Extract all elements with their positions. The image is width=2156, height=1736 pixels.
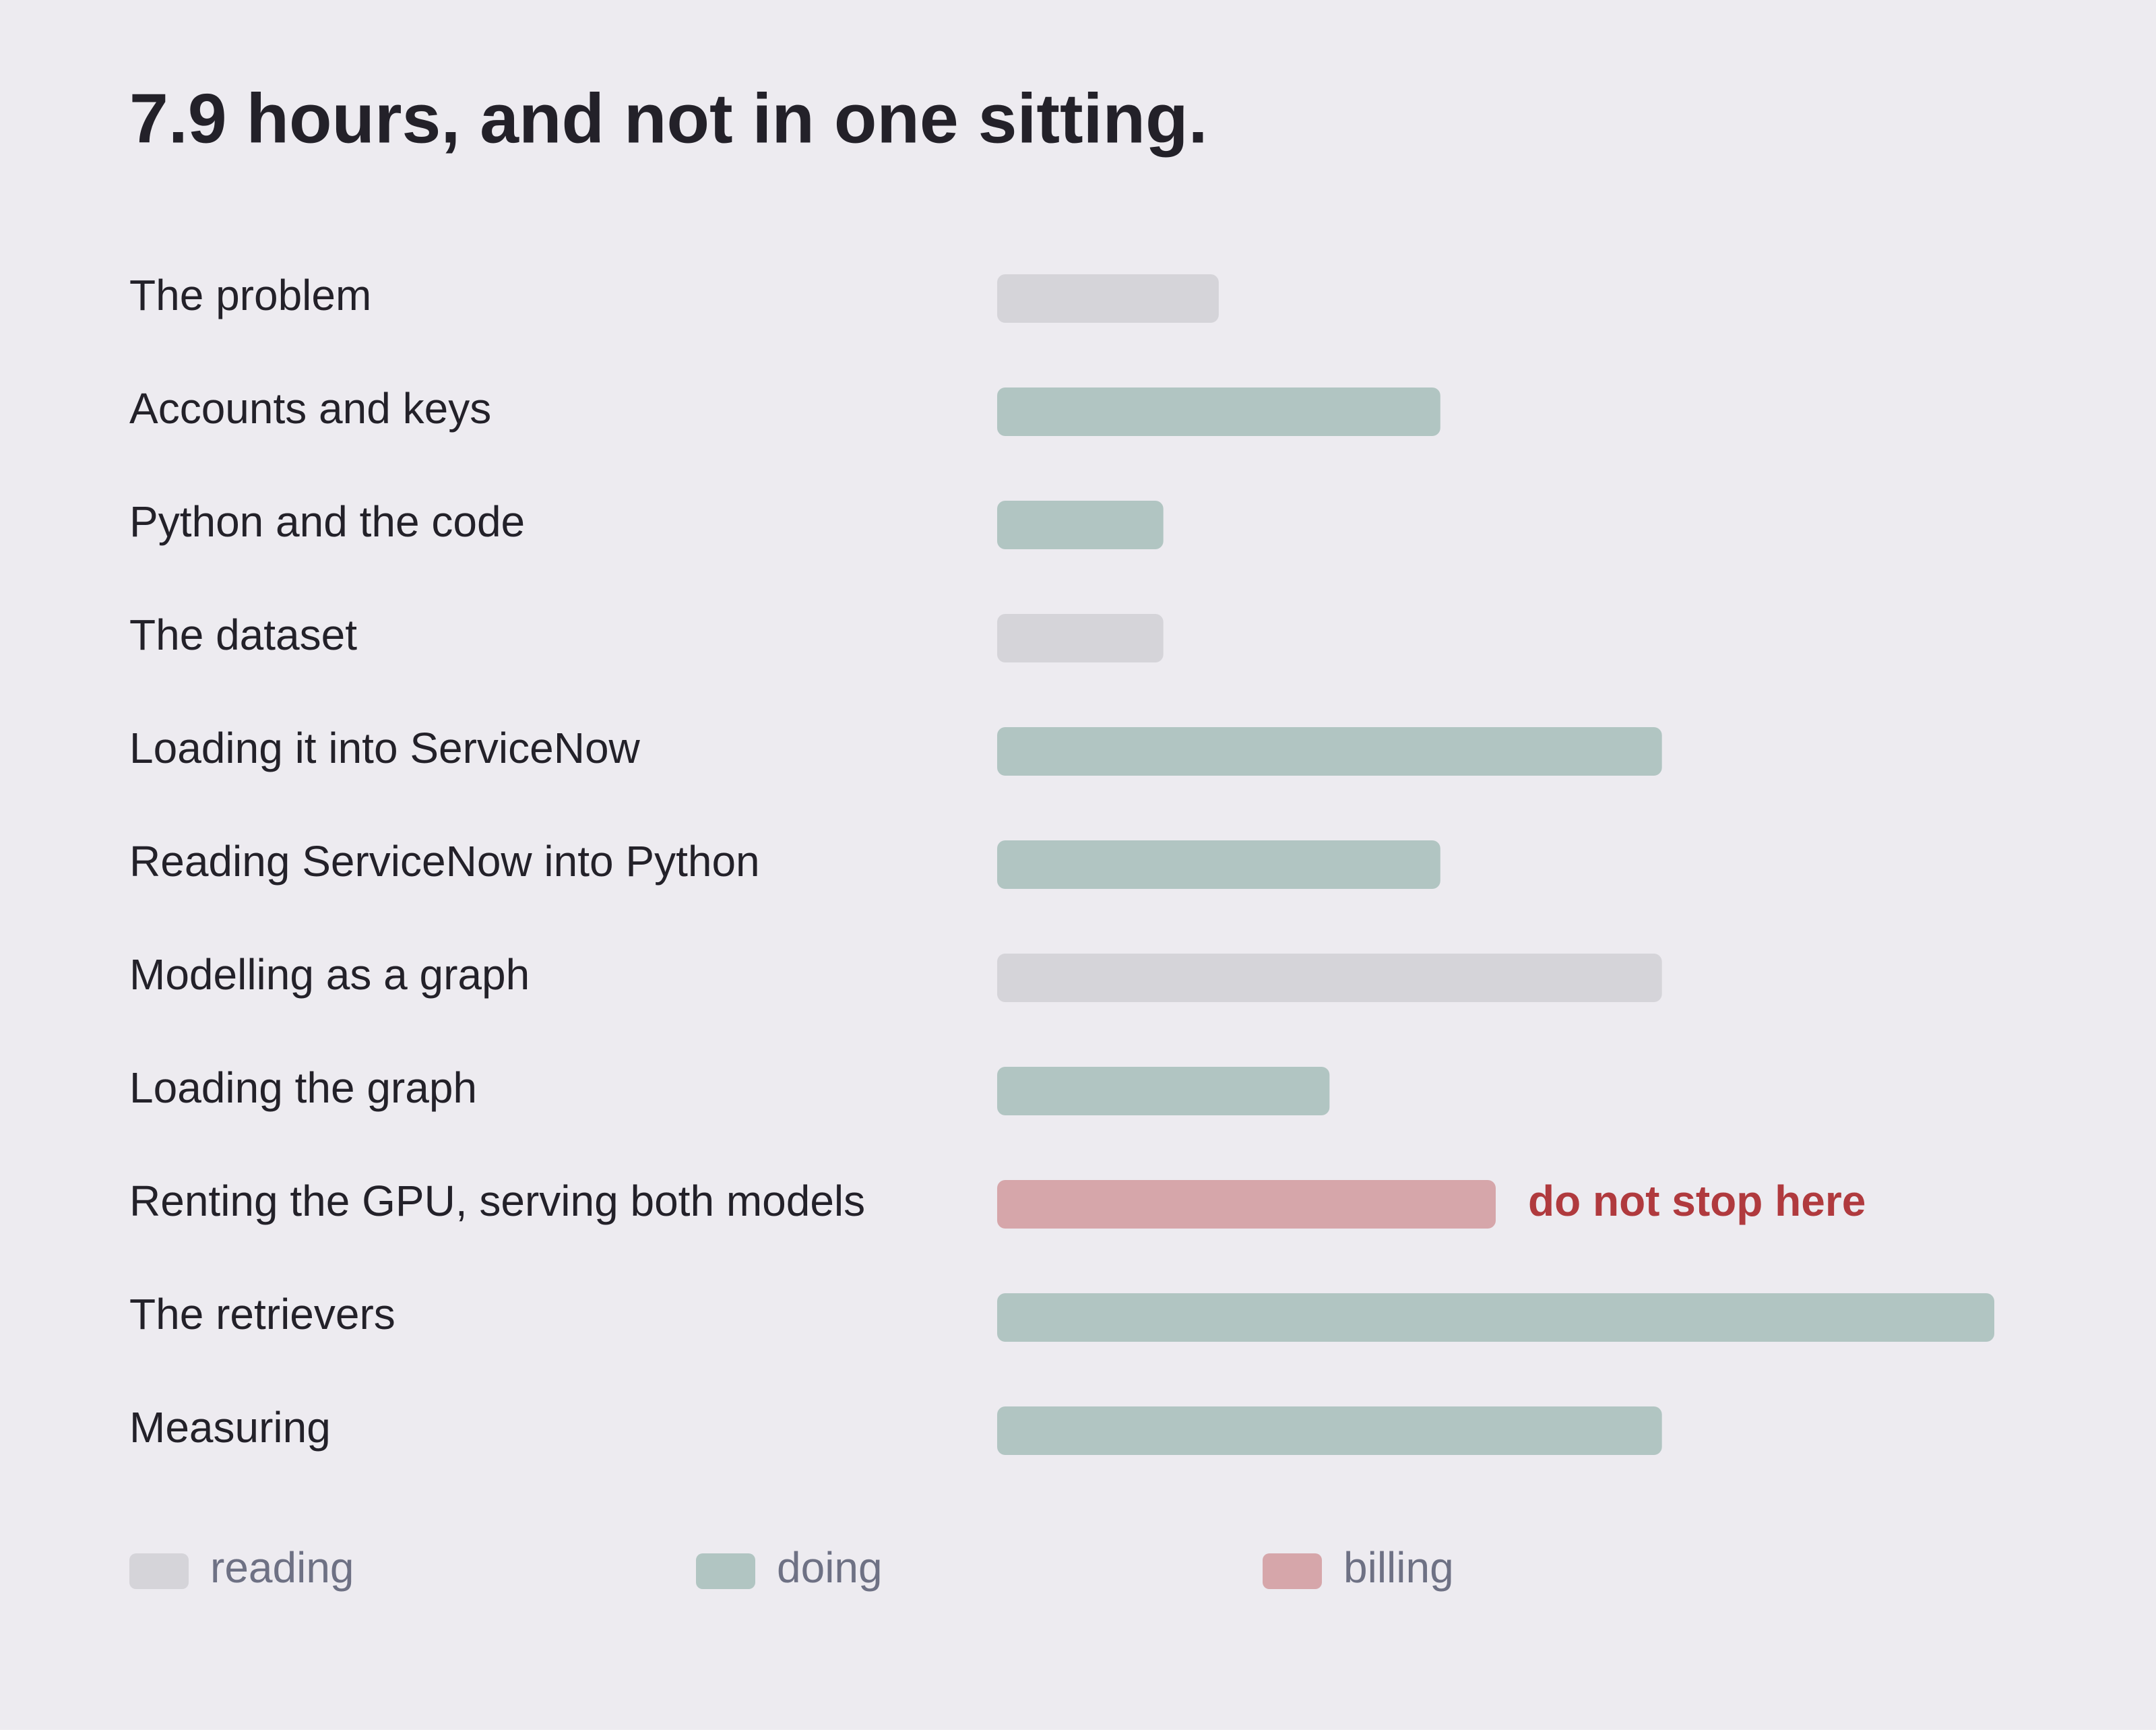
category-label: Modelling as a graph (129, 950, 530, 999)
bar (997, 954, 1662, 1002)
legend-label: doing (777, 1543, 883, 1592)
bar (997, 388, 1440, 436)
bar (997, 840, 1440, 889)
bar-annotation: do not stop here (1528, 1177, 1866, 1225)
bar (997, 1406, 1662, 1455)
category-label: Loading the graph (129, 1063, 477, 1112)
category-label: Measuring (129, 1403, 331, 1452)
legend-label: reading (210, 1543, 354, 1592)
category-label: Python and the code (129, 497, 525, 546)
bar (997, 501, 1164, 549)
legend-label: billing (1343, 1543, 1454, 1592)
bar (997, 1293, 1994, 1342)
bar (997, 274, 1219, 323)
category-label: Accounts and keys (129, 384, 491, 433)
category-label: Loading it into ServiceNow (129, 724, 641, 772)
bar (997, 1067, 1330, 1115)
chart-title: 7.9 hours, and not in one sitting. (129, 80, 1207, 158)
bar (997, 1180, 1496, 1229)
category-label: The problem (129, 271, 371, 319)
category-label: The dataset (129, 611, 357, 659)
bar (997, 727, 1662, 776)
category-label: Reading ServiceNow into Python (129, 837, 760, 886)
legend-swatch (129, 1553, 189, 1589)
category-label: The retrievers (129, 1290, 395, 1338)
category-label: Renting the GPU, serving both models (129, 1177, 865, 1225)
bar (997, 614, 1164, 662)
legend-swatch (1263, 1553, 1322, 1589)
legend-swatch (696, 1553, 755, 1589)
